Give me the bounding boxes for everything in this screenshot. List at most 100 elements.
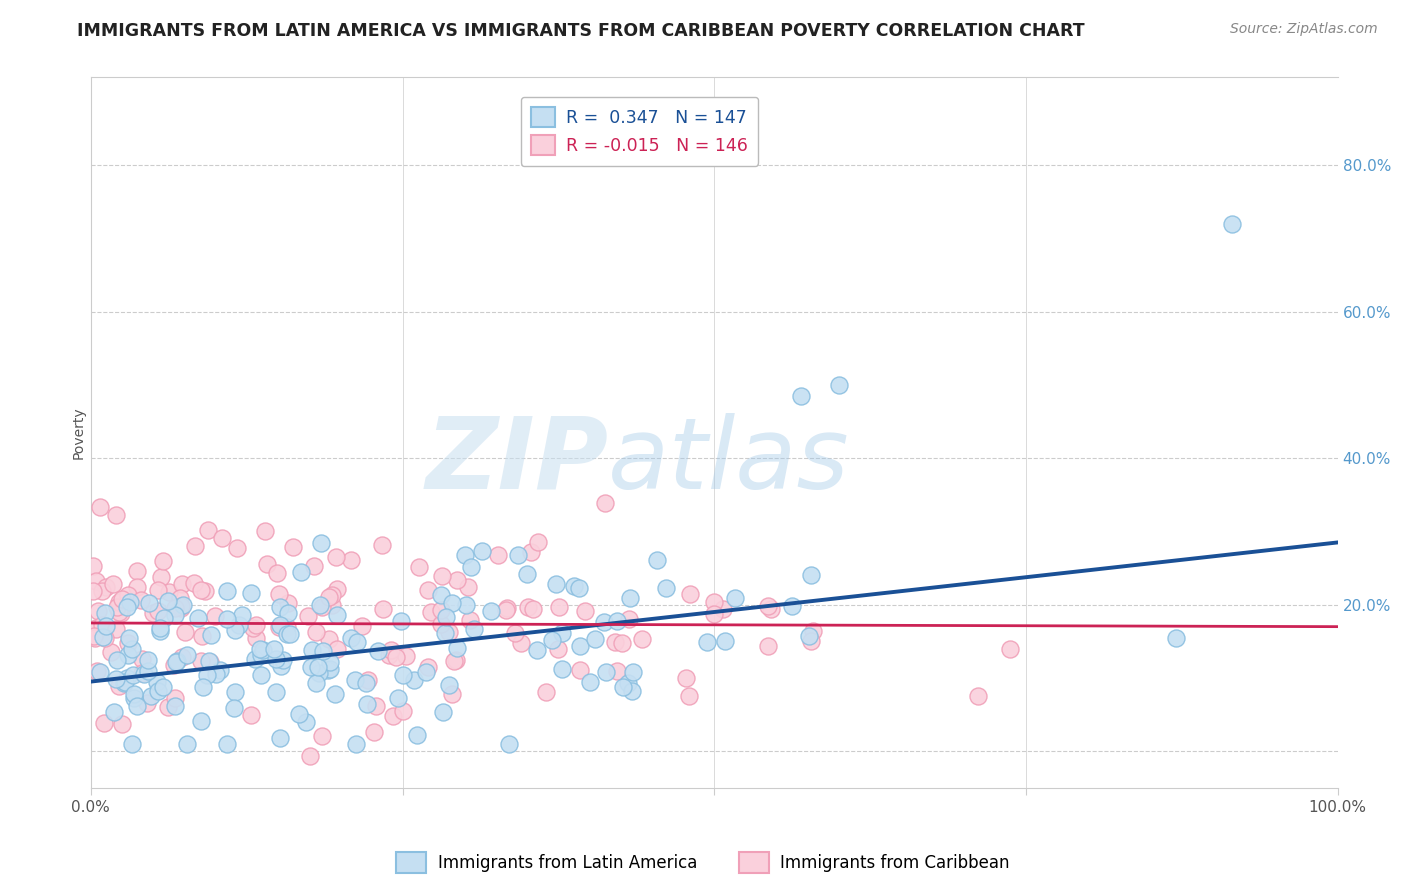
Point xyxy=(437,678,460,692)
Point xyxy=(309,598,332,612)
Point xyxy=(297,609,319,624)
Point xyxy=(111,591,134,606)
Point xyxy=(146,683,169,698)
Point xyxy=(363,725,385,739)
Point xyxy=(780,599,803,614)
Point xyxy=(273,653,295,667)
Point xyxy=(797,629,820,643)
Point xyxy=(82,583,104,598)
Point xyxy=(506,548,529,562)
Point xyxy=(173,624,195,639)
Point xyxy=(250,667,273,681)
Point xyxy=(756,599,779,613)
Point xyxy=(419,605,441,619)
Point xyxy=(288,707,311,722)
Point xyxy=(429,588,451,602)
Point xyxy=(418,583,440,598)
Point xyxy=(152,680,174,694)
Point xyxy=(675,671,697,685)
Point xyxy=(548,599,571,614)
Point xyxy=(325,687,347,701)
Point xyxy=(190,714,212,728)
Point xyxy=(380,643,402,657)
Point xyxy=(114,675,136,690)
Point xyxy=(606,664,628,678)
Point xyxy=(104,508,127,522)
Point xyxy=(148,604,170,618)
Point xyxy=(215,611,238,625)
Point xyxy=(100,645,122,659)
Point xyxy=(402,673,425,688)
Point xyxy=(544,576,567,591)
Point xyxy=(245,618,267,632)
Point xyxy=(117,588,139,602)
Point xyxy=(307,659,329,673)
Point xyxy=(356,697,378,711)
Point xyxy=(610,636,633,650)
Point xyxy=(454,599,477,613)
Point xyxy=(108,605,131,619)
Point xyxy=(276,627,298,641)
Point xyxy=(617,612,640,626)
Point xyxy=(495,603,517,617)
Point xyxy=(790,389,813,403)
Point xyxy=(696,635,718,649)
Point xyxy=(211,531,233,545)
Point xyxy=(245,632,267,646)
Point xyxy=(344,673,367,687)
Point xyxy=(269,731,291,745)
Point xyxy=(122,687,145,701)
Point xyxy=(108,679,131,693)
Point xyxy=(94,580,117,594)
Point xyxy=(111,716,134,731)
Point xyxy=(89,500,111,514)
Point xyxy=(645,553,668,567)
Point xyxy=(281,540,304,554)
Point xyxy=(204,609,226,624)
Point xyxy=(91,631,114,645)
Point xyxy=(318,590,340,604)
Point xyxy=(319,656,342,670)
Point xyxy=(169,591,191,605)
Point xyxy=(136,664,159,678)
Point xyxy=(316,663,339,677)
Point xyxy=(96,619,118,633)
Point xyxy=(163,690,186,705)
Point xyxy=(139,689,162,703)
Point xyxy=(195,668,218,682)
Point xyxy=(352,618,374,632)
Point xyxy=(157,585,180,599)
Point xyxy=(89,665,111,679)
Point xyxy=(616,676,638,690)
Point xyxy=(434,610,457,624)
Point xyxy=(679,587,702,601)
Point xyxy=(551,663,574,677)
Point xyxy=(298,749,321,764)
Point xyxy=(703,595,725,609)
Point xyxy=(269,599,291,614)
Point xyxy=(800,568,823,582)
Point xyxy=(534,685,557,699)
Point xyxy=(90,625,112,640)
Point xyxy=(371,538,394,552)
Point xyxy=(344,737,367,751)
Text: ZIP: ZIP xyxy=(425,412,609,509)
Point xyxy=(321,588,343,602)
Point xyxy=(724,591,747,605)
Point xyxy=(264,652,287,666)
Point xyxy=(486,548,509,562)
Point xyxy=(339,631,361,645)
Text: Source: ZipAtlas.com: Source: ZipAtlas.com xyxy=(1230,22,1378,37)
Legend: Immigrants from Latin America, Immigrants from Caribbean: Immigrants from Latin America, Immigrant… xyxy=(389,846,1017,880)
Point xyxy=(142,607,165,621)
Point xyxy=(385,649,408,664)
Point xyxy=(156,699,179,714)
Point xyxy=(110,606,132,620)
Point xyxy=(131,652,153,666)
Point xyxy=(270,658,292,673)
Point xyxy=(122,690,145,705)
Point xyxy=(801,624,824,639)
Point xyxy=(378,648,401,662)
Point xyxy=(579,674,602,689)
Point xyxy=(94,606,117,620)
